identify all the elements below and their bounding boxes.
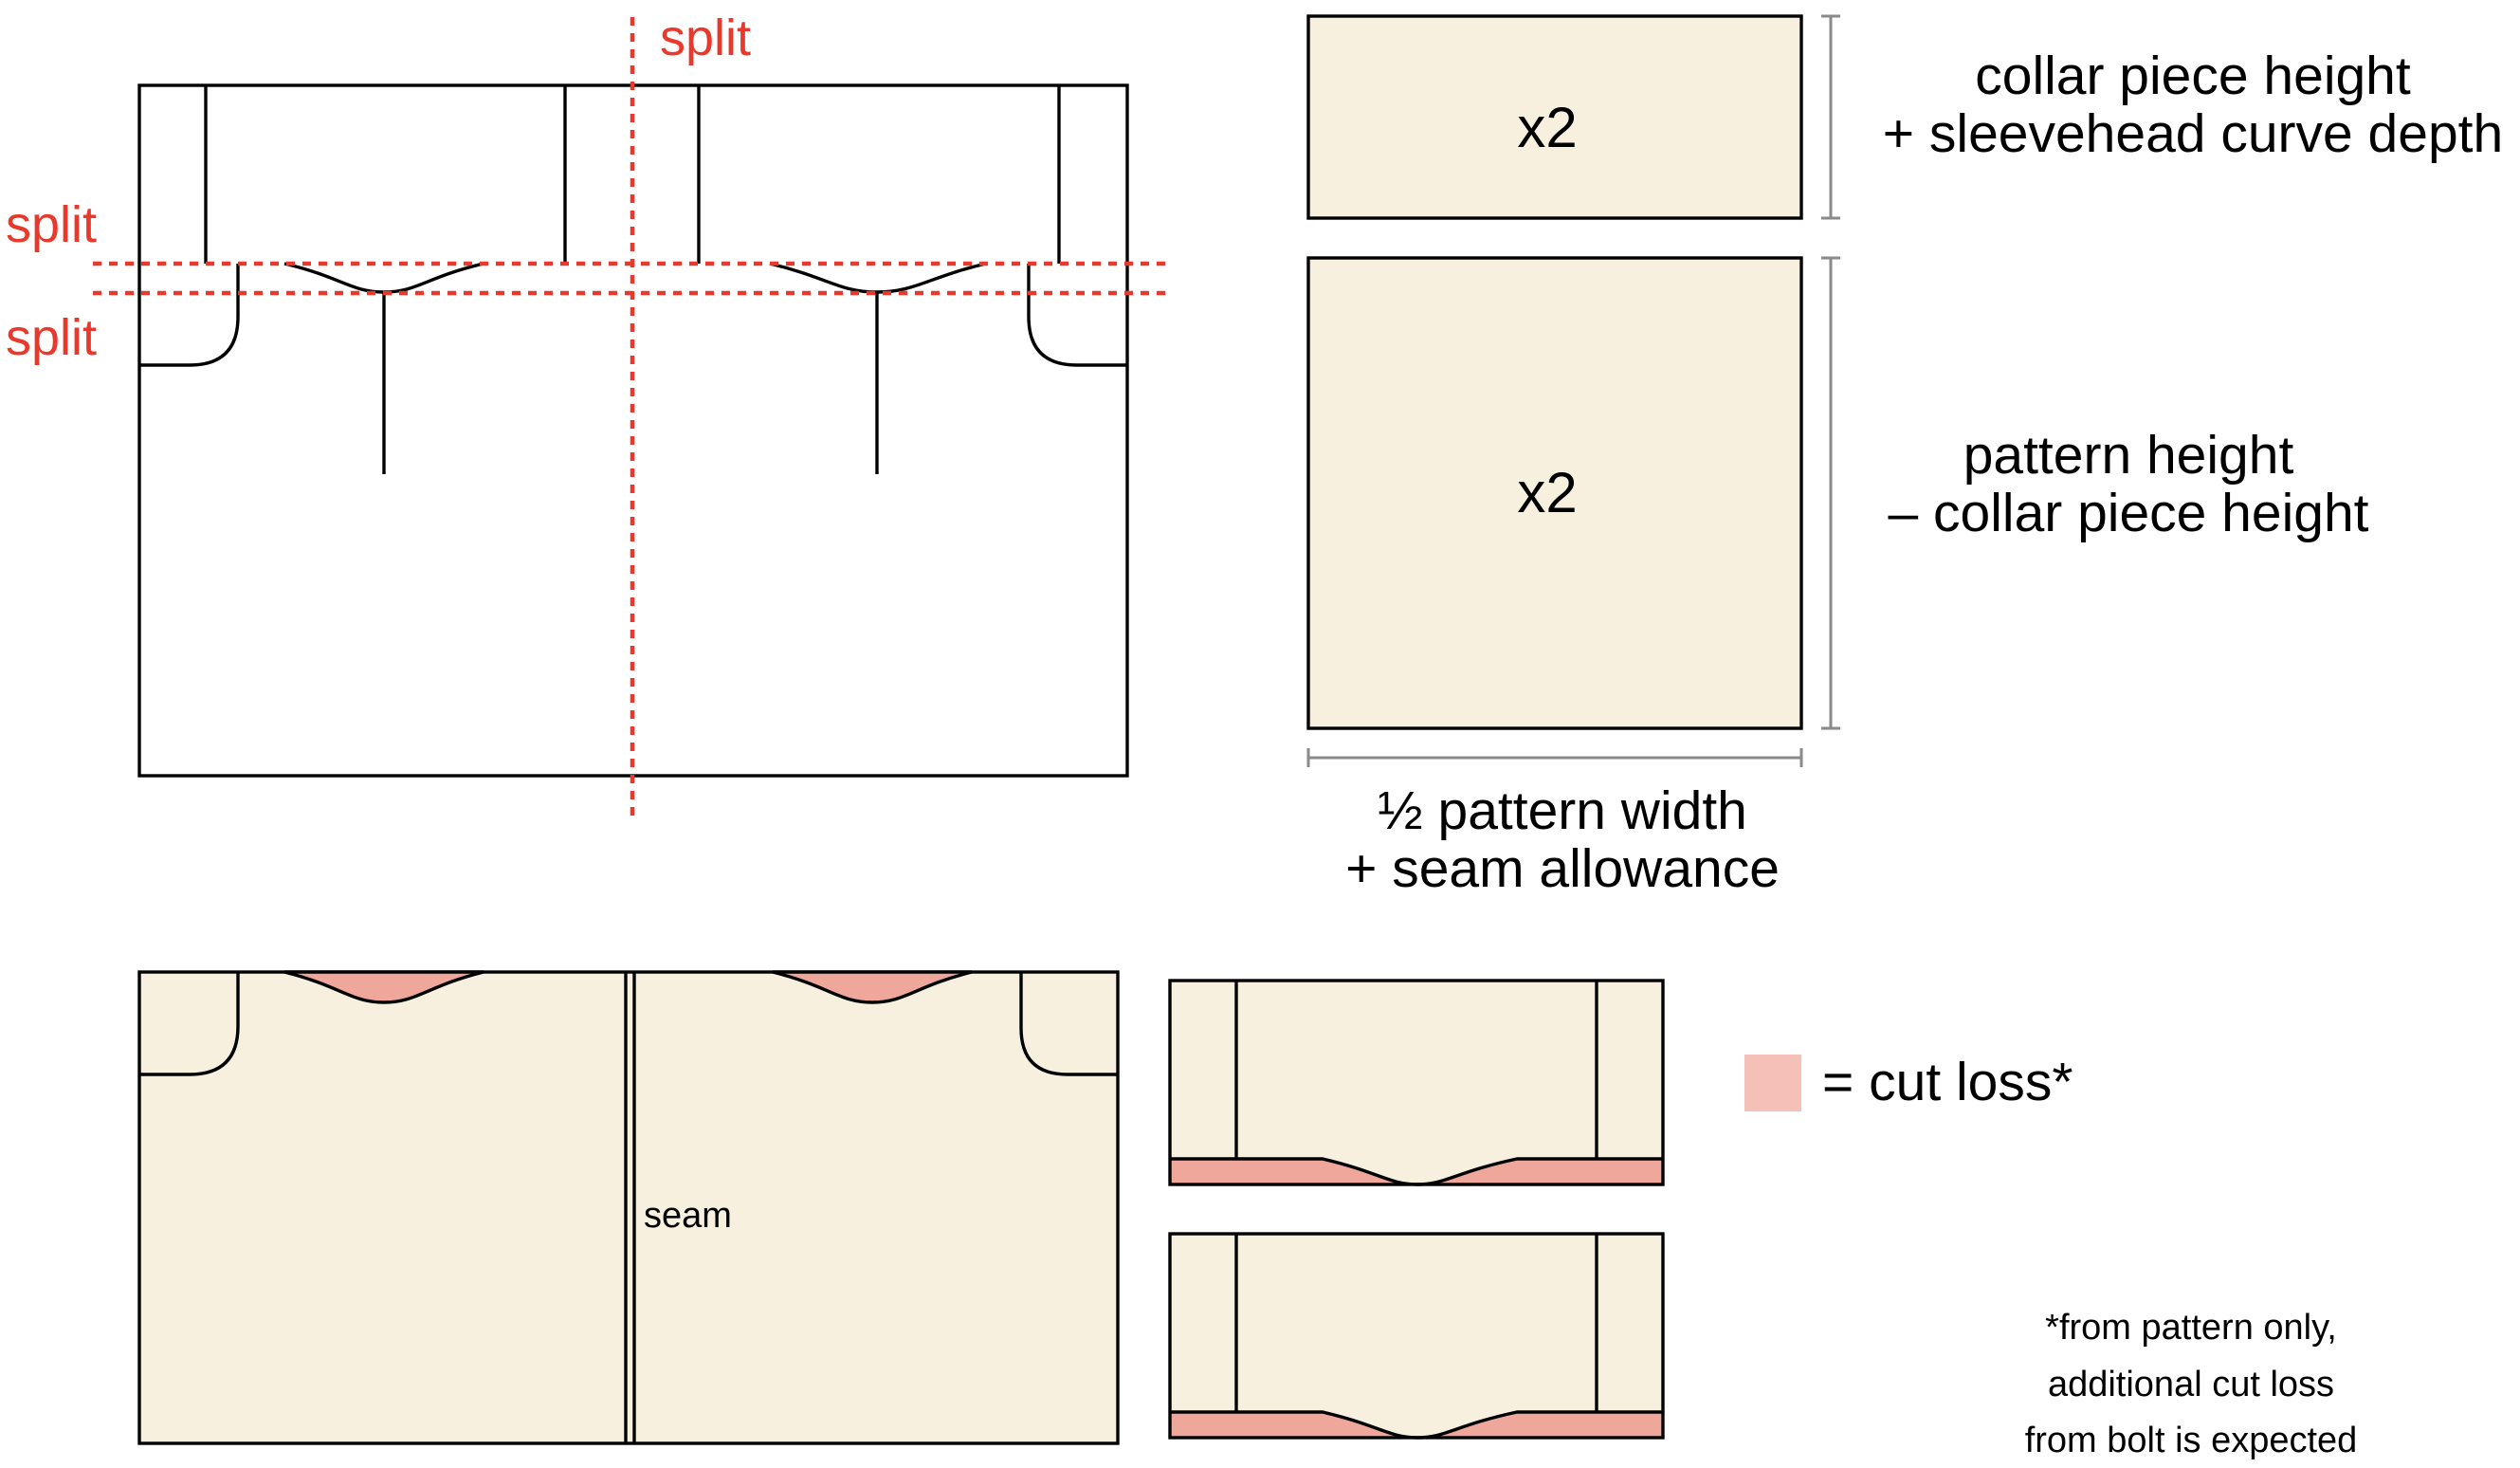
body-piece-rect [1306,256,1803,730]
sleevehead-curve [283,262,484,294]
split-label-left-upper: split [6,196,97,253]
cut-loss-area [1170,1159,1663,1184]
armhole-left [139,972,240,1076]
body-fabric [137,970,1120,1445]
seam-label: seam [644,1196,732,1236]
pattern-outline [137,83,1129,778]
upper-multiplier: x2 [1517,96,1577,159]
footnote-line2: additional cut loss [2048,1365,2334,1404]
upper-dimension-line2: + sleevehead curve depth [1883,103,2503,164]
split-label-top: split [660,9,751,66]
split-label-left-lower: split [6,309,97,366]
width-dimension-line1: ½ pattern width [1378,780,1747,841]
armhole-right [1019,972,1118,1076]
armhole-right [1027,264,1127,367]
collar-piece-rect [1306,14,1803,220]
armhole-left [139,264,240,367]
cut-loss-area [283,970,484,1004]
collar-outline [1168,1232,1665,1440]
dimension-brackets [1306,14,1840,767]
cut-loss-area [1170,1412,1663,1438]
footnote-line1: *from pattern only, [2045,1308,2337,1348]
lower-dimension-line2: – collar piece height [1889,483,2369,543]
collar-fabric [1170,1234,1663,1438]
collar-fabric [1170,981,1663,1184]
collar-outline [1168,979,1665,1186]
cut-loss-area [772,970,973,1004]
upper-dimension-line1: collar piece height [1975,46,2411,106]
collar-piece-upper [1168,979,1665,1186]
footnote-line3: from bolt is expected [2025,1421,2358,1460]
lower-dimension-line1: pattern height [1963,425,2294,486]
split-lines [93,17,1172,817]
sleevehead-curve [769,262,987,294]
assembled-body [137,970,1120,1445]
width-dimension-line2: + seam allowance [1345,838,1780,899]
lower-multiplier: x2 [1517,461,1577,524]
collar-piece-lower [1168,1232,1665,1440]
legend-label: = cut loss* [1822,1052,2073,1112]
original-pattern [137,83,1129,778]
cut-loss-swatch [1744,1055,1801,1111]
